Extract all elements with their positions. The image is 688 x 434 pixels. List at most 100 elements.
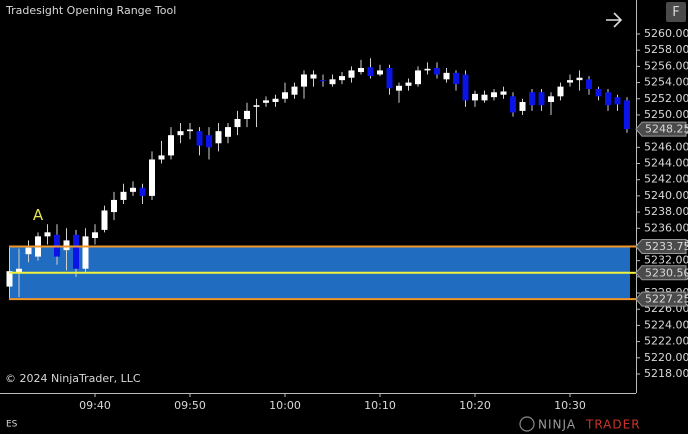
candle-body — [263, 100, 269, 103]
candle-body — [510, 96, 516, 113]
y-tick-label: 5220.00 — [644, 351, 688, 364]
candle-body — [234, 118, 241, 128]
candle-body — [405, 82, 412, 86]
y-tick-label: 5250.00 — [644, 108, 688, 121]
x-tick-label: 10:10 — [364, 399, 396, 412]
x-tick-label: 10:20 — [459, 399, 491, 412]
candle-body — [367, 67, 374, 77]
candle-body — [63, 240, 70, 251]
candle-body — [301, 74, 307, 87]
candle-body — [386, 67, 393, 89]
price-tag — [635, 265, 687, 281]
instrument: ES — [6, 420, 18, 430]
y-tick-label: 5218.00 — [644, 367, 688, 380]
price-tag-label: 5230.50 — [645, 266, 688, 279]
candle-body — [595, 89, 602, 97]
candle-body — [310, 74, 317, 79]
candle-body — [377, 70, 383, 75]
price-tag — [635, 238, 687, 254]
logo-icon — [519, 416, 535, 432]
candle-body — [16, 268, 22, 273]
candle-body — [586, 79, 592, 90]
chart-title: Tradesight Opening Range Tool — [5, 4, 176, 17]
x-tick-label: 09:50 — [174, 399, 206, 412]
price-tag — [635, 291, 687, 307]
y-tick-label: 5254.00 — [644, 76, 688, 89]
candle-body — [567, 80, 573, 83]
y-tick-label: 5260.00 — [644, 27, 688, 40]
candle-body — [614, 97, 621, 105]
candle-body — [73, 234, 79, 269]
candle-body — [453, 72, 459, 85]
last-price-label: 5248.25 — [645, 123, 688, 136]
candle-body — [538, 92, 545, 106]
y-tick-label: 5236.00 — [644, 221, 688, 234]
candle-body — [624, 100, 630, 130]
last-price-tag — [635, 121, 687, 137]
candle-body — [158, 155, 165, 160]
y-tick-label: 5238.00 — [644, 205, 688, 218]
candle-body — [6, 271, 13, 287]
candle-body — [139, 187, 146, 196]
x-tick-label: 09:40 — [79, 399, 111, 412]
y-tick-label: 5242.00 — [644, 173, 688, 186]
candle-body — [111, 199, 117, 213]
candle-body — [215, 131, 222, 144]
candle-body — [82, 236, 89, 269]
candle-body — [92, 232, 98, 238]
x-tick-label: 10:30 — [554, 399, 586, 412]
candle-body — [424, 68, 431, 71]
candle-body — [472, 93, 478, 101]
candle-body — [320, 80, 326, 82]
candle-body — [177, 131, 184, 136]
candle-body — [415, 70, 421, 85]
price-tag-label: 5233.75 — [645, 240, 688, 253]
candle-body — [187, 129, 193, 132]
candle-body — [196, 131, 203, 146]
candle-body — [529, 92, 535, 106]
candle-body — [206, 135, 212, 148]
annotation: A — [33, 206, 44, 224]
logo-right: TRADER — [585, 418, 641, 432]
candle-body — [396, 85, 402, 91]
candle-body — [149, 159, 155, 196]
candle-body — [120, 191, 127, 200]
candle-body — [44, 232, 51, 237]
candle-body — [244, 110, 250, 119]
candle-body — [329, 79, 336, 85]
candle-body — [605, 92, 611, 106]
candle-body — [443, 72, 450, 80]
y-tick-label: 5244.00 — [644, 157, 688, 170]
y-tick-label: 5224.00 — [644, 318, 688, 331]
candle-body — [519, 101, 526, 111]
candle-body — [339, 76, 345, 81]
y-tick-label: 5258.00 — [644, 43, 688, 56]
button-label[interactable]: F — [672, 5, 679, 20]
candle-body — [168, 135, 174, 156]
y-tick-label: 5256.00 — [644, 59, 688, 72]
arrow-icon-path — [606, 12, 623, 28]
y-tick-label: 5252.00 — [644, 92, 688, 105]
button-bg[interactable] — [666, 2, 686, 22]
candle-body — [481, 94, 488, 101]
candle-body — [557, 86, 564, 97]
candle-body — [130, 187, 136, 192]
candle-body — [434, 67, 440, 75]
y-tick-label: 5232.00 — [644, 254, 688, 267]
candle-body — [282, 92, 288, 99]
logo-left: NINJA — [538, 418, 576, 432]
candle-body — [576, 77, 583, 81]
candle-body — [358, 67, 364, 73]
candle-body — [291, 86, 298, 95]
y-tick-label: 5246.00 — [644, 140, 688, 153]
candle-body — [225, 127, 231, 137]
candle-body — [462, 74, 469, 101]
candle-body — [348, 70, 355, 78]
candle-body — [272, 98, 279, 102]
arrow-icon[interactable] — [606, 12, 623, 28]
y-tick-label: 5222.00 — [644, 335, 688, 348]
candle-body — [253, 105, 260, 107]
candle-body — [491, 92, 497, 98]
